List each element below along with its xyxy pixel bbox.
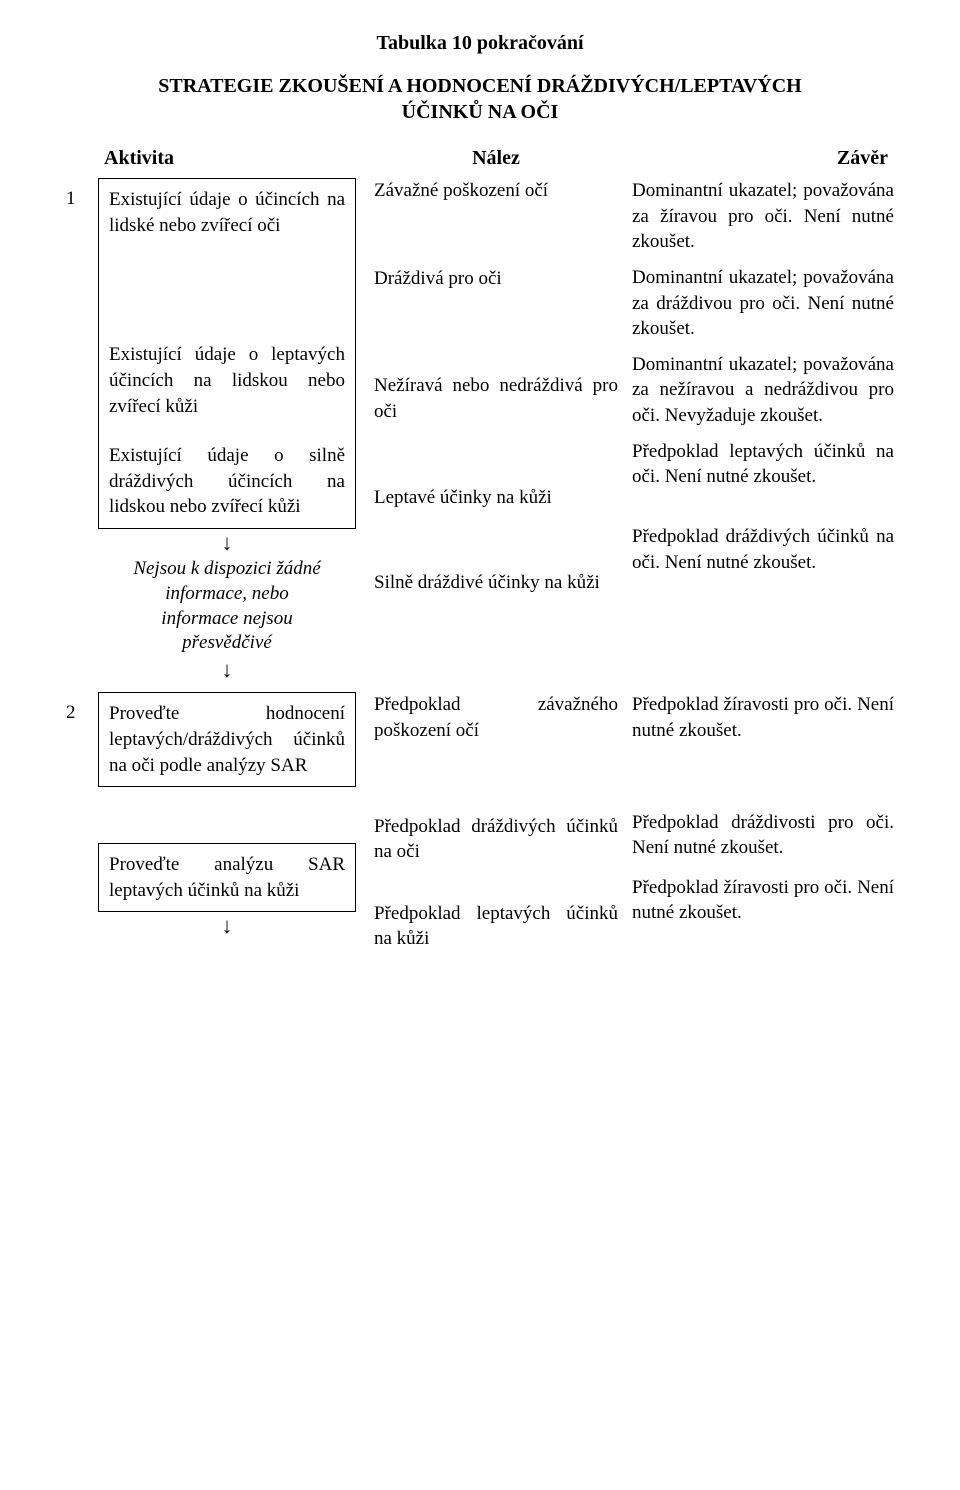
noinfo-line: informace nejsou: [161, 608, 292, 629]
step-1-activity-box: Existující údaje o účincích na lidské ne…: [98, 178, 356, 529]
conclusion-text: Předpoklad dráždivých účinků na oči. Nen…: [632, 524, 894, 575]
number-col-spacer: [66, 147, 98, 178]
step-1-row: 1 Existující údaje o účincích na lidské …: [66, 178, 894, 684]
finding-text: Nežíravá nebo nedráždivá pro oči: [374, 373, 618, 424]
step-1-number: 1: [66, 178, 98, 684]
conclusion-text: Předpoklad leptavých účinků na oči. Není…: [632, 439, 894, 490]
step-1-finding-col: Závažné poškození očí Dráždivá pro oči N…: [356, 178, 632, 684]
step-1-conclusion-col: Dominantní ukazatel; považována za žírav…: [632, 178, 894, 684]
conclusion-text: Předpoklad žíravosti pro oči. Není nutné…: [632, 692, 894, 743]
col-head-activity: Aktivita: [98, 147, 362, 170]
step-2-number: 2: [66, 692, 98, 952]
conclusion-text: Dominantní ukazatel; považována za drážd…: [632, 265, 894, 342]
step-2-finding-col: Předpoklad závažného poškození očí Předp…: [356, 692, 632, 952]
header-row: Aktivita Nález Závěr: [66, 147, 894, 178]
finding-text: Předpoklad dráždivých účinků na oči: [374, 814, 618, 865]
finding-text: Silně dráždivé účinky na kůži: [374, 570, 618, 596]
no-info-note: Nejsou k dispozici žádné informace, nebo…: [98, 557, 356, 656]
finding-text: Předpoklad závažného poškození očí: [374, 692, 618, 743]
down-arrow-icon: ↓: [98, 912, 356, 940]
noinfo-line: přesvědčivé: [182, 632, 272, 653]
col-head-finding: Nález: [362, 147, 626, 170]
step-2-row: 2 Proveďte hodnocení leptavých/dráždivýc…: [66, 692, 894, 952]
subtitle-line-1: STRATEGIE ZKOUŠENÍ A HODNOCENÍ DRÁŽDIVÝC…: [158, 75, 801, 97]
strategy-heading: STRATEGIE ZKOUŠENÍ A HODNOCENÍ DRÁŽDIVÝC…: [66, 73, 894, 125]
noinfo-line: informace, nebo: [165, 583, 288, 604]
down-arrow-icon: ↓: [98, 529, 356, 557]
down-arrow-icon: ↓: [98, 656, 356, 684]
step-1-activity-col: Existující údaje o účincích na lidské ne…: [98, 178, 356, 684]
conclusion-text: Dominantní ukazatel; považována za nežír…: [632, 352, 894, 429]
step-2-conclusion-col: Předpoklad žíravosti pro oči. Není nutné…: [632, 692, 894, 952]
table-caption: Tabulka 10 pokračování: [66, 32, 894, 55]
finding-text: Předpoklad leptavých účinků na kůži: [374, 901, 618, 952]
finding-text: Závažné poškození očí: [374, 178, 618, 204]
activity-paragraph: Existující údaje o leptavých účincích na…: [109, 342, 345, 419]
conclusion-text: Předpoklad dráždivosti pro oči. Není nut…: [632, 810, 894, 861]
noinfo-line: Nejsou k dispozici žádné: [133, 558, 320, 579]
step-2-activity-col: Proveďte hodnocení leptavých/dráždivých …: [98, 692, 356, 952]
conclusion-text: Dominantní ukazatel; považována za žírav…: [632, 178, 894, 255]
subtitle-line-2: ÚČINKŮ NA OČI: [402, 101, 559, 123]
finding-text: Leptavé účinky na kůži: [374, 485, 618, 511]
step-2-activity-box-2: Proveďte analýzu SAR leptavých účinků na…: [98, 843, 356, 912]
activity-paragraph: Existující údaje o silně dráždivých účin…: [109, 443, 345, 520]
finding-text: Dráždivá pro oči: [374, 266, 618, 292]
conclusion-text: Předpoklad žíravosti pro oči. Není nutné…: [632, 875, 894, 926]
col-head-conclusion: Závěr: [626, 147, 894, 170]
activity-paragraph: Existující údaje o účincích na lidské ne…: [109, 187, 345, 238]
step-2-activity-box-1: Proveďte hodnocení leptavých/dráždivých …: [98, 692, 356, 787]
document-page: Tabulka 10 pokračování STRATEGIE ZKOUŠEN…: [0, 0, 960, 1490]
